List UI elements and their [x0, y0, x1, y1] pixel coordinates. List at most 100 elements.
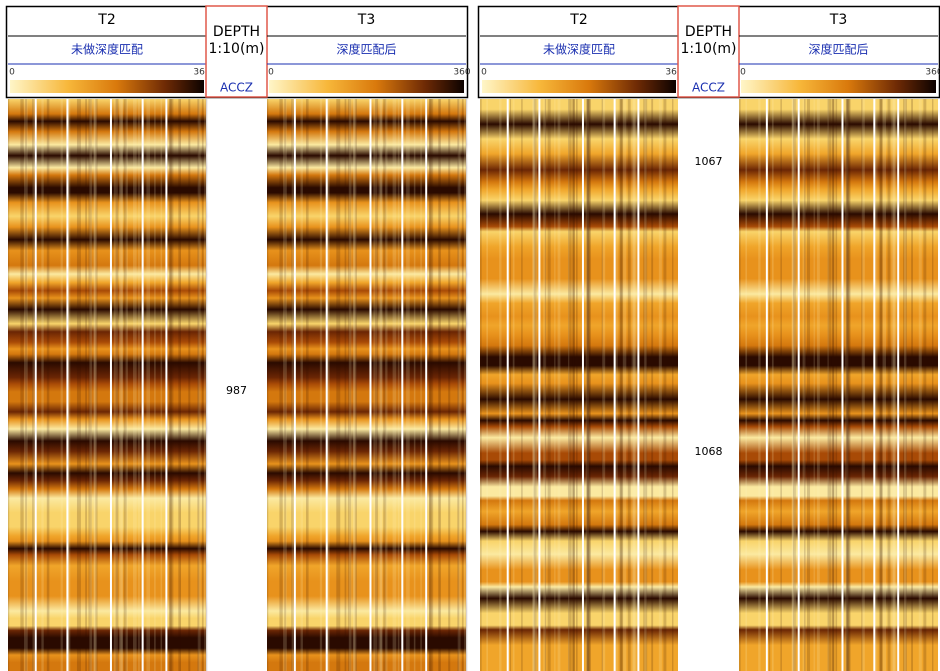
- borehole-image: [267, 99, 466, 671]
- scale-min: 0: [740, 68, 746, 78]
- image-texture: [205, 99, 208, 671]
- image-texture: [179, 99, 181, 671]
- image-texture: [120, 99, 123, 671]
- image-texture: [379, 99, 383, 671]
- scale-max: 360: [665, 68, 682, 78]
- image-texture: [392, 99, 397, 671]
- image-texture: [827, 99, 829, 671]
- curve-name: ACCZ: [220, 81, 253, 95]
- image-texture: [932, 99, 934, 671]
- curve-name: ACCZ: [692, 81, 725, 95]
- image-texture: [532, 99, 535, 671]
- image-texture: [305, 99, 309, 671]
- color-bar: [269, 80, 464, 93]
- image-texture: [861, 99, 865, 671]
- image-texture: [543, 99, 547, 671]
- image-texture: [791, 99, 795, 671]
- image-texture: [462, 99, 464, 671]
- image-texture: [438, 99, 441, 671]
- image-texture: [780, 99, 782, 671]
- image-texture: [891, 99, 896, 671]
- image-texture: [291, 99, 294, 671]
- track-title: T3: [829, 12, 847, 28]
- image-texture: [903, 99, 907, 671]
- image-texture: [554, 99, 556, 671]
- image-texture: [397, 99, 400, 671]
- color-bar: [482, 80, 676, 93]
- image-texture: [532, 99, 536, 671]
- image-texture: [197, 99, 201, 671]
- image-texture: [197, 99, 200, 671]
- color-bar: [10, 80, 204, 93]
- image-texture: [547, 99, 551, 671]
- image-texture: [25, 99, 28, 671]
- image-texture: [739, 99, 741, 671]
- image-texture: [846, 99, 851, 671]
- image-texture: [352, 99, 356, 671]
- image-texture: [831, 99, 834, 671]
- track-subtitle: 未做深度匹配: [543, 42, 615, 57]
- image-texture: [283, 99, 287, 671]
- image-texture: [132, 99, 137, 671]
- image-texture: [846, 99, 850, 671]
- image-texture: [146, 99, 151, 671]
- image-texture: [95, 99, 98, 671]
- image-texture: [813, 99, 815, 671]
- image-texture: [758, 99, 761, 671]
- image-texture: [123, 99, 127, 671]
- image-texture: [631, 99, 636, 671]
- track-subtitle: 深度匹配后: [336, 42, 396, 57]
- image-texture: [160, 99, 163, 671]
- image-texture: [845, 99, 849, 671]
- scale-max: 360: [453, 68, 470, 78]
- image-texture: [873, 99, 878, 671]
- image-texture: [420, 99, 422, 671]
- image-texture: [672, 99, 674, 671]
- image-texture: [8, 99, 10, 671]
- depth-header: [677, 5, 740, 98]
- image-texture: [792, 99, 794, 671]
- image-texture: [60, 99, 63, 671]
- image-texture: [385, 99, 388, 671]
- image-texture: [587, 99, 591, 671]
- image-texture: [46, 99, 50, 671]
- depth-scale: 1:10(m): [681, 41, 737, 57]
- image-texture: [32, 99, 35, 671]
- image-texture: [88, 99, 92, 671]
- image-texture: [845, 99, 849, 671]
- image-texture: [509, 99, 512, 671]
- image-texture: [521, 99, 523, 671]
- depth-label: 987: [226, 384, 247, 397]
- depth-title: DEPTH: [213, 24, 260, 40]
- image-texture: [879, 99, 883, 671]
- image-texture: [911, 99, 913, 671]
- depth-scale: 1:10(m): [209, 41, 265, 57]
- image-texture: [188, 99, 191, 671]
- image-texture: [633, 99, 637, 671]
- image-texture: [643, 99, 648, 671]
- track-title: T2: [569, 12, 587, 28]
- image-texture: [344, 99, 347, 671]
- image-texture: [499, 99, 502, 671]
- image-texture: [651, 99, 654, 671]
- image-texture: [89, 99, 93, 671]
- image-texture: [769, 99, 771, 671]
- image-texture: [464, 99, 467, 671]
- image-texture: [154, 99, 156, 671]
- image-texture: [119, 99, 123, 671]
- image-texture: [861, 99, 863, 671]
- image-texture: [300, 99, 303, 671]
- image-texture: [792, 99, 796, 671]
- image-texture: [816, 99, 820, 671]
- image-texture: [804, 99, 806, 671]
- image-texture: [791, 99, 794, 671]
- image-texture: [882, 99, 887, 671]
- depth-title: DEPTH: [685, 24, 732, 40]
- image-texture: [923, 99, 927, 671]
- image-texture: [557, 99, 561, 671]
- image-texture: [457, 99, 461, 671]
- image-texture: [802, 99, 806, 671]
- image-texture: [918, 99, 922, 671]
- image-texture: [806, 99, 811, 671]
- image-texture: [284, 99, 287, 671]
